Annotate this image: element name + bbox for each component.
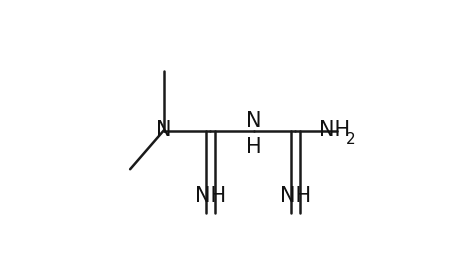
Text: H: H <box>246 137 262 157</box>
Text: N: N <box>156 121 171 140</box>
Text: N: N <box>246 111 262 132</box>
Text: NH: NH <box>280 186 311 206</box>
Text: 2: 2 <box>346 132 356 147</box>
Text: NH: NH <box>319 121 350 140</box>
Text: NH: NH <box>194 186 226 206</box>
